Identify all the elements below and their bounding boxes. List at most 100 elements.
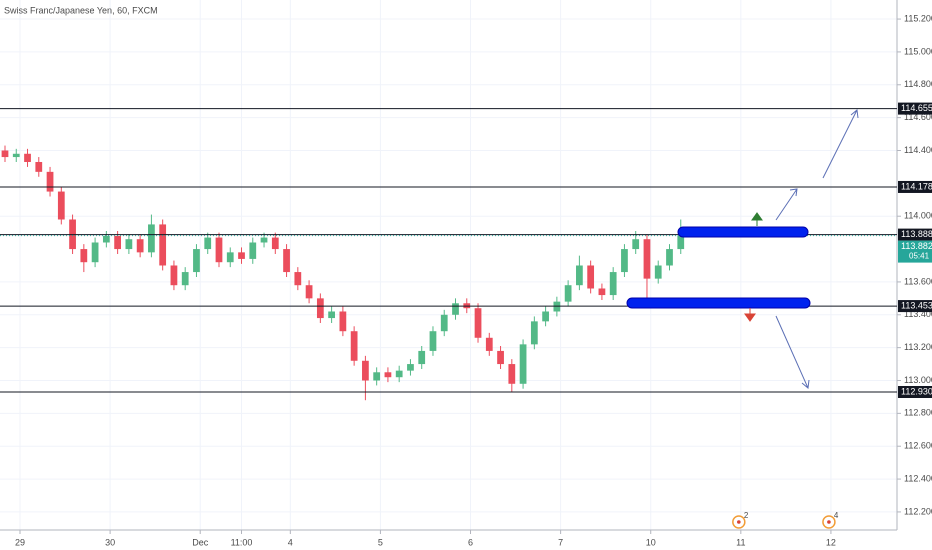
y-tick-label: 114.800 xyxy=(904,79,932,89)
x-tick-label: 4 xyxy=(288,537,293,547)
candle-body xyxy=(530,321,538,345)
candle-body xyxy=(12,153,20,158)
y-tick-label: 113.400 xyxy=(904,309,932,319)
y-tick-label: 114.000 xyxy=(904,211,932,221)
candle-body xyxy=(215,237,223,263)
candle-body xyxy=(384,372,392,378)
y-tick-label: 112.200 xyxy=(904,506,932,516)
candle-body xyxy=(395,370,403,378)
candle-body xyxy=(598,288,606,296)
candle-body xyxy=(350,331,358,361)
candle-body xyxy=(632,239,640,250)
up-arrow xyxy=(751,212,763,226)
candle-body xyxy=(564,285,572,302)
resistance-zone xyxy=(677,226,809,238)
candle-body xyxy=(226,252,234,263)
candle-body xyxy=(102,235,110,243)
candle-body xyxy=(204,237,212,250)
candle-body xyxy=(260,237,268,243)
y-tick-label: 112.600 xyxy=(904,441,932,451)
candle-body xyxy=(283,249,290,273)
candle-body xyxy=(429,331,437,351)
candle-body xyxy=(508,364,516,384)
candle-body xyxy=(643,239,651,279)
x-tick-label: 11 xyxy=(736,537,745,547)
candle-body xyxy=(339,311,347,332)
arrow xyxy=(775,315,810,389)
candle-body xyxy=(316,298,324,319)
level-label: 114.655 xyxy=(901,103,932,113)
candle-body xyxy=(452,303,459,315)
y-tick-label: 113.200 xyxy=(904,342,932,352)
countdown: 05:41 xyxy=(909,252,930,261)
support-zone xyxy=(626,297,811,309)
candle-body xyxy=(159,224,167,266)
x-tick-label: 6 xyxy=(468,537,473,547)
candle-body xyxy=(1,150,9,158)
candle-body xyxy=(576,265,583,286)
candle-body xyxy=(238,252,245,259)
event-count: 4 xyxy=(834,511,839,520)
candle-body xyxy=(621,249,628,273)
candle-body xyxy=(418,350,426,365)
x-tick-label: 12 xyxy=(826,537,836,547)
level-label-bg xyxy=(898,228,932,241)
candle-body xyxy=(35,161,43,172)
candle-body xyxy=(440,314,448,332)
event-dot xyxy=(737,520,741,524)
candle-body xyxy=(181,272,189,286)
y-tick-label: 114.400 xyxy=(904,145,932,155)
x-tick-label: Dec xyxy=(192,537,209,547)
candle-body xyxy=(148,224,155,253)
y-tick-label: 113.600 xyxy=(904,276,932,286)
candle-body xyxy=(57,191,65,220)
candle-body xyxy=(373,372,381,381)
level-label-bg xyxy=(898,180,932,193)
candle-body xyxy=(328,311,335,319)
candle-body xyxy=(519,344,527,384)
y-tick-label: 113.000 xyxy=(904,375,932,385)
drawings xyxy=(626,109,859,389)
candle-body xyxy=(485,337,493,351)
candle-body xyxy=(271,237,279,250)
candle-body xyxy=(654,265,662,279)
last-price-bg xyxy=(898,240,932,263)
projection-arrows xyxy=(775,109,859,389)
level-label-bg xyxy=(898,300,932,313)
grid xyxy=(0,0,897,530)
candle-body xyxy=(24,153,31,162)
candle-body xyxy=(114,235,121,250)
x-tick-label: 11:00 xyxy=(231,537,253,547)
level-label: 113.453 xyxy=(901,300,932,310)
candle-body xyxy=(80,249,88,263)
candle-body xyxy=(497,350,504,365)
candle-body xyxy=(125,239,133,250)
candle-body xyxy=(474,308,482,338)
level-label-bg xyxy=(898,102,932,115)
candle-body xyxy=(666,249,673,266)
x-tick-label: 30 xyxy=(105,537,115,547)
candle-body xyxy=(136,239,144,253)
level-label: 114.178 xyxy=(901,181,932,191)
x-tick-label: 29 xyxy=(15,537,25,547)
candle-body xyxy=(294,272,302,286)
candle-body xyxy=(407,364,414,371)
level-label-bg xyxy=(898,385,932,398)
candle-body xyxy=(170,265,178,286)
candle-body xyxy=(609,272,617,296)
candle-body xyxy=(542,311,549,322)
down-arrow xyxy=(744,308,756,322)
candle-body xyxy=(677,235,685,250)
candle-body xyxy=(91,242,99,263)
x-tick-label: 10 xyxy=(646,537,656,547)
candle-body xyxy=(587,265,595,289)
y-tick-label: 115.000 xyxy=(904,46,932,56)
candle-body xyxy=(362,360,369,381)
level-label: 113.888 xyxy=(901,229,932,239)
last-price-label: 113.882 xyxy=(901,241,932,251)
arrow xyxy=(822,109,859,179)
candle-body xyxy=(249,242,257,259)
x-tick-label: 5 xyxy=(378,537,383,547)
